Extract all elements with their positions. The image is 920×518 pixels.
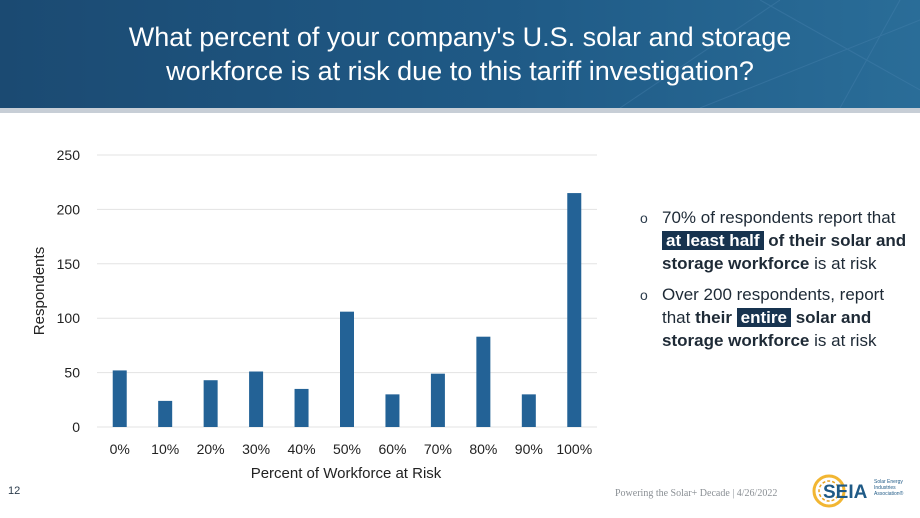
bar-0pct xyxy=(112,370,127,427)
sun-logo-icon xyxy=(812,474,846,508)
finding-2-highlight: entire xyxy=(736,308,791,327)
x-tick-label: 60% xyxy=(378,441,406,457)
x-tick-label: 10% xyxy=(151,441,179,457)
y-tick-label: 250 xyxy=(57,147,81,163)
x-tick-label: 40% xyxy=(288,441,316,457)
x-tick-label: 0% xyxy=(110,441,130,457)
y-axis-ticks: 0 50 100 150 200 250 xyxy=(57,147,81,435)
x-axis-label: Percent of Workforce at Risk xyxy=(251,465,442,482)
logo-text: SEIA xyxy=(823,482,868,503)
x-tick-label: 100% xyxy=(556,441,592,457)
bar-chart: 0 50 100 150 200 250 0% 10% 20% 30% 40% 50% 60% 70% 8… xyxy=(31,147,597,482)
x-tick-label: 90% xyxy=(515,441,543,457)
bullet-circle-icon: o xyxy=(640,210,648,226)
y-tick-label: 200 xyxy=(57,201,81,217)
logo-subtext-1: Solar Energy xyxy=(874,479,903,485)
chart-bars xyxy=(112,193,582,427)
finding-1-highlight: at least half xyxy=(662,231,764,250)
bar-70pct xyxy=(430,373,445,427)
x-tick-label: 80% xyxy=(469,441,497,457)
key-findings: o 70% of respondents report that at leas… xyxy=(640,206,910,360)
x-axis-ticks: 0% 10% 20% 30% 40% 50% 60% 70% 80% 90% 100% xyxy=(110,441,593,457)
x-tick-label: 20% xyxy=(197,441,225,457)
bullet-circle-icon: o xyxy=(640,287,648,303)
y-tick-label: 100 xyxy=(57,310,81,326)
bar-80pct xyxy=(476,336,491,427)
finding-2-tail: is at risk xyxy=(814,331,877,350)
logo-subtext-3: Association® xyxy=(874,490,904,497)
x-tick-label: 30% xyxy=(242,441,270,457)
bar-100pct xyxy=(567,193,582,427)
finding-1-bold: of their solar and storage workforce xyxy=(662,231,907,273)
y-tick-label: 50 xyxy=(64,365,80,381)
bar-20pct xyxy=(203,380,218,427)
finding-2: o Over 200 respondents, report that thei… xyxy=(640,283,910,352)
chart-gridlines xyxy=(97,154,597,428)
finding-2-text: Over 200 respondents, report that xyxy=(662,285,885,327)
header-decoration xyxy=(619,0,920,108)
finding-1-text: 70% of respondents report that xyxy=(662,208,896,227)
bar-40pct xyxy=(294,388,309,427)
seia-logo: SEIA Solar Energy Industries Association… xyxy=(812,474,904,508)
header-divider xyxy=(0,108,920,113)
title-line-1: What percent of your company's U.S. sola… xyxy=(128,22,792,52)
finding-2-bold-2: solar and storage workforce xyxy=(662,308,872,350)
footer-text: Powering the Solar+ Decade | 4/26/2022 xyxy=(615,488,778,499)
y-axis-label: Respondents xyxy=(31,247,48,335)
finding-2-bold-1: their xyxy=(695,308,732,327)
x-tick-label: 50% xyxy=(333,441,361,457)
logo-subtext-2: Industries xyxy=(874,485,896,491)
bar-90pct xyxy=(521,394,536,427)
bar-60pct xyxy=(385,394,400,427)
x-tick-label: 70% xyxy=(424,441,452,457)
page-number: 12 xyxy=(8,485,21,497)
y-tick-label: 150 xyxy=(57,256,81,272)
title-line-2: workforce is at risk due to this tariff … xyxy=(166,56,754,86)
finding-1-tail: is at risk xyxy=(814,254,877,273)
finding-1: o 70% of respondents report that at leas… xyxy=(640,206,910,275)
y-tick-label: 0 xyxy=(72,419,80,435)
bar-30pct xyxy=(249,371,264,427)
slide-title: What percent of your company's U.S. sola… xyxy=(40,20,880,88)
bar-50pct xyxy=(340,311,354,427)
slide-header: What percent of your company's U.S. sola… xyxy=(0,0,920,108)
bar-10pct xyxy=(158,400,173,427)
